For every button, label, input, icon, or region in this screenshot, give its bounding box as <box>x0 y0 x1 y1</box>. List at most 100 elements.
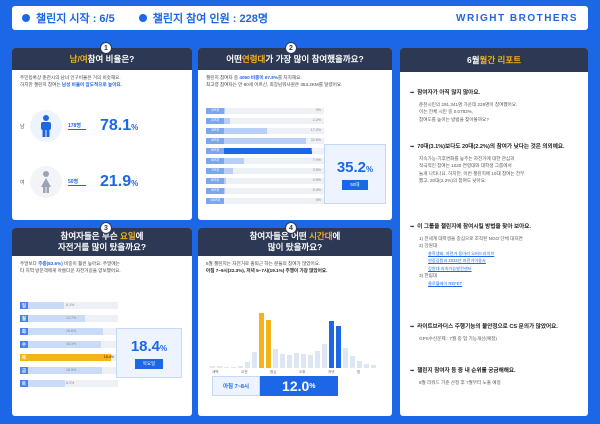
weekday-bar-track: 8.3% <box>28 380 118 387</box>
age-bar-track: 0.4% <box>224 188 324 194</box>
panel3-desc-line1-a: 주말보다 <box>20 261 39 266</box>
age-bar-value: 3.5% <box>312 168 321 172</box>
age-bar-track: 0% <box>224 198 324 204</box>
age-bar-row: 10대 0% <box>206 108 324 114</box>
hour-axis-label: 점심 <box>270 370 277 374</box>
age-bar-value: 0.9% <box>312 178 321 182</box>
challenge-participants: 챌린지 참여 인원 : 228명 <box>138 10 268 26</box>
challenge-start-label: 챌린지 시작 : 6/5 <box>36 13 115 25</box>
panel2-title-highlight: 연령대 <box>241 53 266 64</box>
report-item-2-line4: 했고, 20대(2.2%)의 참여도 낮아요. <box>419 177 487 183</box>
age-bar-value: 0% <box>315 198 321 202</box>
weekday-bar-row: 금 16.5% <box>20 367 118 374</box>
panel2-title: 어떤 연령대 가 가장 많이 참여했을까요? <box>198 48 392 70</box>
panel2-desc-line1-a: 챌린지 참여자 중 <box>206 75 240 80</box>
report-item-5-line1: 8월 리워드 기준 산정 후 7월부터 노출 예정 <box>419 379 501 385</box>
hour-bar <box>315 351 320 368</box>
hour-bar <box>301 354 306 368</box>
report-item-2-question: 70대(3.1%)보다도 20대(2.2%)의 참여가 낮다는 것은 의외예요. <box>417 144 565 150</box>
age-bar-row: 60대 7.9% <box>206 158 324 164</box>
male-percent-value: 78.1 <box>100 117 132 134</box>
weekday-bar-label: 금 <box>20 367 28 374</box>
weekday-bar-row: 화 16.6% <box>20 328 118 335</box>
report-link[interactable]: 연중강원과 2024년 자전거이용사 <box>428 258 486 264</box>
age-bar-value: 32.6% <box>310 138 321 142</box>
panel-gender: 남/여 참여 비율은? 주민등록상 춘천시의 남녀 인구비율은 거의 비슷해요.… <box>12 48 192 220</box>
report-item-5-question: 챌린지 참여자 등 중 내 순위를 궁금해해요. <box>417 368 516 374</box>
panel-weekday: 참여자들은 무슨 요일에 자전거를 많이 탔을까요? 주말보다 주중(83.6%… <box>12 228 192 416</box>
age-bar <box>224 158 244 164</box>
arrow-icon: ➡ <box>410 90 415 96</box>
age-bar-label: 60대 <box>206 158 224 164</box>
weekday-highlight-number: 18.4 <box>130 337 161 355</box>
hour-bar <box>252 351 257 368</box>
top-bar: 챌린지 시작 : 6/5 챌린지 참여 인원 : 228명 WRIGHT BRO… <box>12 6 588 30</box>
male-percent: 78.1% <box>100 117 138 135</box>
age-bar-label: 20대 <box>206 118 224 124</box>
panel1-title-rest: 참여 비율은? <box>87 53 135 64</box>
panel2-desc-line1-b: 4050 비중이 67.8% <box>239 75 278 80</box>
female-circle <box>30 166 62 198</box>
female-icon <box>41 171 51 193</box>
brand-logo: WRIGHT BROTHERS <box>456 12 578 24</box>
report-link[interactable]: 총학생회, 자전거 동아리 오버드라이브 <box>428 250 495 256</box>
hour-axis-label: 새벽 <box>212 370 219 374</box>
hour-bar <box>350 356 355 368</box>
report-item-2: ➡ 70대(3.1%)보다도 20대(2.2%)의 참여가 낮다는 것은 의외예요… <box>410 144 582 184</box>
panel4-desc-line2: 아침 7~9시(22.3%), 저녁 5~7시(19.1%) 주행이 가장 많았… <box>206 267 328 273</box>
report-link[interactable]: 강원대 지속가능발전센터 <box>428 265 472 271</box>
arrow-icon: ➡ <box>410 324 415 330</box>
panel1-title-highlight: 남/여 <box>69 53 88 64</box>
report-item-2-line1: 지속가능-기후변화를 높주는 자전거에 대한 관심과 <box>419 155 515 161</box>
panel3-desc-line1-c: 비중이 훨씬 높아요. 주말에는 <box>62 261 120 266</box>
hour-bar <box>238 365 243 368</box>
panel1-desc-line1: 주민등록상 춘천시의 남녀 인구비율은 거의 비슷해요. <box>20 75 121 80</box>
weekday-bar-track: 8.1% <box>28 302 118 309</box>
panel2-description: 챌린지 참여자 중 4050 비중이 67.8%를 차지해요. 최고령 참여자는… <box>198 70 392 89</box>
report-title-highlight: 월간 리포트 <box>479 55 522 65</box>
panel4-badge: 4 <box>285 222 297 234</box>
weekday-bar-value: 16.3% <box>66 342 77 346</box>
age-bar <box>224 148 312 154</box>
age-bar-value: 7.9% <box>312 158 321 162</box>
age-bar-track: 17.2% <box>224 128 324 134</box>
panel-hour: 참여자들은 어떤 시간대에 많이 탔을까요? 6월 챌린지는 자전거로 출퇴근 … <box>198 228 392 416</box>
panel1-badge: 1 <box>100 42 112 54</box>
panel3-title-line2: 자전거를 많이 탔을까요? <box>57 242 147 252</box>
weekday-bar-value: 16.5% <box>66 368 77 372</box>
weekday-highlight-tag: 목요일 <box>134 358 164 369</box>
female-percent-unit: % <box>131 179 139 188</box>
hour-bar <box>245 362 250 368</box>
hour-bar <box>364 363 369 368</box>
age-highlight-number: 35.2 <box>336 158 367 176</box>
weekday-bar-value: 16.6% <box>66 329 77 333</box>
weekday-bar-row: 일 8.1% <box>20 302 118 309</box>
age-bar-track: 35.2% <box>224 148 324 154</box>
age-bar-row: 50대 35.2% <box>206 148 324 154</box>
report-item-2-line3: 늘게 나타나요. 하지만, 이번 챌린지에 10대 참여는 전무 <box>419 170 525 176</box>
arrow-icon: ➡ <box>410 224 415 230</box>
age-bar-track: 32.6% <box>224 138 324 144</box>
panel3-title-highlight: 요일 <box>120 231 136 242</box>
hour-bar <box>266 320 271 368</box>
male-count: 178명 <box>68 123 81 129</box>
report-item-3-note1: 1) 전세계 대학생을 중심으로 조직된 NGO 단체 대자연 <box>419 235 523 241</box>
bullet-icon <box>138 14 147 22</box>
panel2-title-a: 어떤 <box>226 53 242 64</box>
report-link[interactable]: 클로블레이 REFET <box>428 280 463 286</box>
report-item-1-line3: 참여도를 높이는 방법을 찾아볼까요? <box>419 116 489 122</box>
hour-bar <box>294 352 299 368</box>
age-bar <box>224 188 225 194</box>
age-bar-row: 100대 0% <box>206 198 324 204</box>
report-title-a: 6월 <box>466 55 480 65</box>
age-highlight-unit: % <box>366 164 374 174</box>
panel3-description: 주말보다 주중(83.6%) 비중이 훨씬 높아요. 주말에는 타 지역 방문객… <box>12 256 192 275</box>
male-icon <box>41 115 51 137</box>
age-bar-track: 0% <box>224 108 324 114</box>
panel4-title-highlight: 시간대 <box>309 231 333 242</box>
age-bar-value: 0.4% <box>312 188 321 192</box>
hour-axis-label: 오후 <box>299 370 306 374</box>
challenge-participants-label: 챌린지 참여 인원 : 228명 <box>152 13 268 25</box>
age-bar-row: 20대 2.2% <box>206 118 324 124</box>
hour-summary-label: 아침 7~8시 <box>212 376 261 396</box>
